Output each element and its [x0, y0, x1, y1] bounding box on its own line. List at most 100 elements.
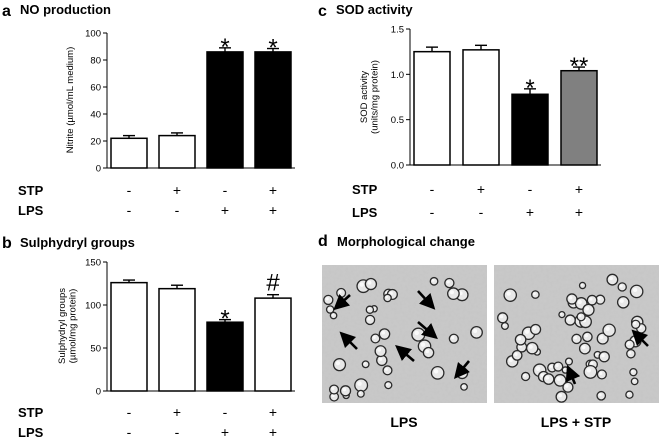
cell: [525, 341, 539, 355]
cell: [328, 384, 340, 395]
cell: [625, 390, 634, 399]
cell: [566, 293, 578, 305]
cell: [378, 328, 391, 340]
cell: [356, 389, 365, 398]
condition-value: +: [221, 424, 229, 438]
cells-lps-stp: [497, 273, 647, 403]
y-tick-label: 1.5: [391, 25, 404, 36]
cell-highlight: [524, 329, 530, 334]
cell: [323, 294, 334, 306]
condition-value: +: [173, 404, 181, 420]
cell: [370, 333, 381, 344]
cell-highlight: [595, 352, 598, 356]
cell: [626, 348, 636, 359]
cell: [586, 294, 598, 306]
cell-highlight: [589, 297, 593, 301]
cell-highlight: [533, 292, 536, 295]
cell: [629, 367, 638, 377]
cell-highlight: [586, 368, 592, 373]
cell-highlight: [560, 312, 563, 315]
cell-highlight: [451, 336, 455, 340]
cell: [511, 349, 523, 361]
condition-value: -: [127, 404, 132, 420]
panel-b-letter: b: [2, 235, 12, 252]
cell-highlight: [532, 326, 537, 330]
condition-label-stp: STP: [352, 182, 378, 197]
cell-highlight: [378, 357, 383, 361]
cell-highlight: [331, 386, 335, 390]
condition-value: +: [575, 204, 583, 220]
cell-highlight: [605, 326, 610, 331]
cell-highlight: [564, 384, 569, 388]
cell-highlight: [433, 369, 439, 374]
cell: [583, 364, 598, 379]
y-tick-label: 0.5: [391, 115, 404, 126]
cell-highlight: [384, 367, 388, 371]
significance-label: *: [220, 34, 229, 61]
condition-label-lps: LPS: [18, 425, 44, 438]
y-tick-label: 40: [90, 110, 101, 121]
cell: [361, 360, 370, 369]
cell: [365, 305, 375, 314]
cell-highlight: [342, 387, 347, 392]
cell-highlight: [338, 290, 342, 294]
condition-value: -: [175, 424, 180, 438]
cell: [562, 381, 574, 393]
condition-value: -: [127, 202, 132, 218]
cell-highlight: [632, 379, 635, 382]
cell-highlight: [386, 383, 389, 386]
y-axis-label: SOD activity(units/mg protein): [359, 60, 381, 134]
cell-highlight: [599, 335, 604, 340]
panel-a-letter: a: [2, 3, 11, 20]
y-tick-label: 1.0: [391, 70, 404, 81]
cell-highlight: [549, 364, 553, 369]
chart-sod-activity: 0.0 0.5 1.0 1.5 SOD activity(units/mg protei…: [352, 25, 601, 220]
cell: [564, 357, 574, 366]
cell: [617, 282, 627, 292]
cell-highlight: [499, 314, 504, 319]
cell-highlight: [626, 341, 631, 346]
cell-highlight: [385, 295, 388, 299]
cell-highlight: [517, 336, 522, 341]
condition-value: -: [127, 424, 132, 438]
micrograph-lps: [322, 265, 487, 403]
cell: [329, 311, 338, 320]
cell-highlight: [597, 296, 601, 301]
condition-label-lps: LPS: [18, 203, 44, 218]
y-tick-label: 150: [85, 258, 101, 269]
cell: [364, 314, 376, 326]
cell-highlight: [581, 345, 586, 350]
cell: [447, 287, 460, 301]
cell-highlight: [590, 361, 594, 365]
condition-value: -: [479, 204, 484, 220]
cell-highlight: [359, 282, 364, 287]
cell: [564, 314, 576, 326]
condition-value: +: [221, 202, 229, 218]
cell-highlight: [631, 370, 634, 373]
cell-highlight: [578, 314, 582, 318]
cell: [336, 287, 347, 298]
cell-highlight: [545, 375, 550, 380]
bar: [158, 134, 196, 169]
cell-highlight: [420, 342, 426, 347]
chart-sulphydryl-groups: 0 50 100 150 Sulphydryl groups(µmol/mg prote…: [18, 258, 295, 438]
cell-highlight: [367, 280, 372, 285]
bar: [560, 69, 598, 166]
cell: [578, 342, 591, 355]
cell: [616, 295, 630, 309]
cell-highlight: [363, 362, 366, 365]
cell-highlight: [414, 330, 419, 336]
cell: [582, 331, 593, 343]
significance-label: *: [525, 75, 534, 102]
cell: [561, 366, 570, 374]
y-axis-label: Sulphydryl groups(µmol/mg protein): [57, 288, 79, 364]
cell: [571, 333, 582, 345]
micrograph-lps-stp: [494, 265, 659, 403]
y-tick-label: 0: [96, 387, 101, 398]
significance-label: *: [268, 35, 277, 62]
cell: [383, 293, 392, 303]
condition-value: -: [223, 182, 228, 198]
significance-label: *: [220, 306, 229, 333]
panel-d-letter: d: [318, 233, 328, 250]
significance-label: **: [570, 53, 589, 80]
